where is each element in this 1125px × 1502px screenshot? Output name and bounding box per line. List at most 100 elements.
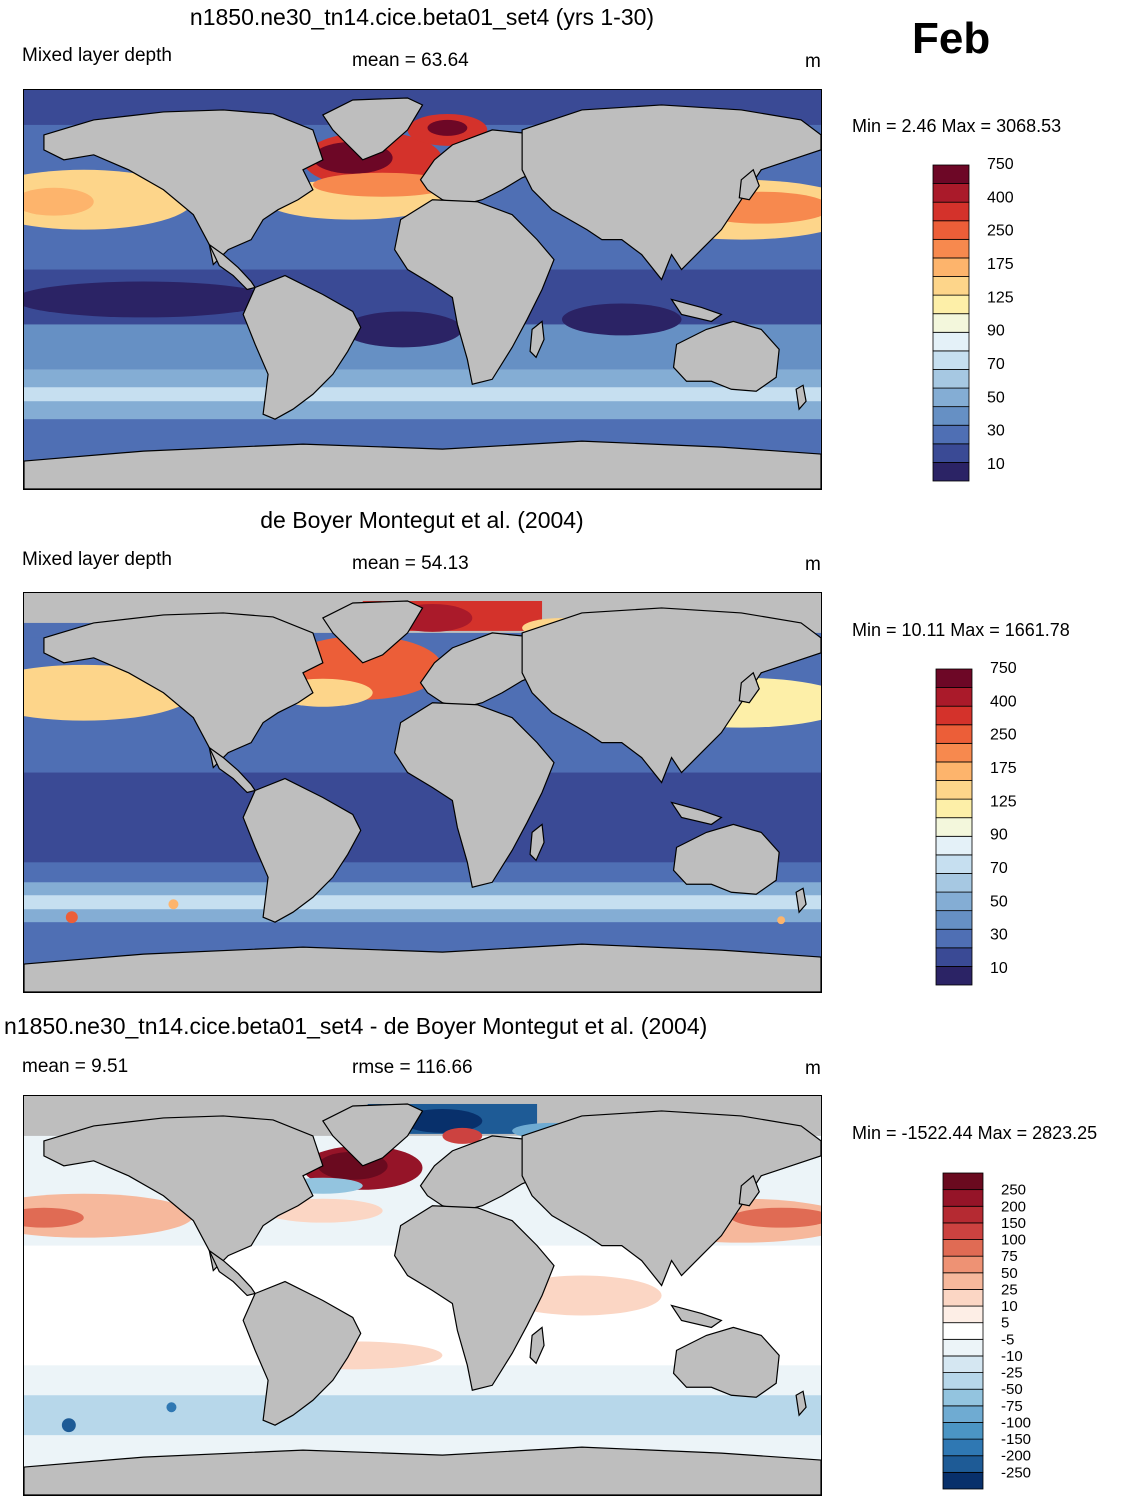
colorbar-tick-label: 5 bbox=[1001, 1315, 1009, 1332]
month-label: Feb bbox=[912, 14, 991, 63]
colorbar-swatch bbox=[942, 1405, 984, 1423]
colorbar-tick-label: 50 bbox=[1001, 1265, 1018, 1282]
colorbar-swatch bbox=[932, 369, 970, 389]
colorbar-swatch bbox=[942, 1255, 984, 1274]
colorbar-tick-label: 175 bbox=[987, 256, 1014, 273]
colorbar-swatch bbox=[935, 724, 973, 744]
colorbar-swatch bbox=[935, 947, 973, 967]
panel-1-map bbox=[23, 89, 822, 490]
panel-3-min-max: Min = -1522.44 Max = 2823.25 bbox=[852, 1123, 1098, 1143]
colorbar-swatch bbox=[935, 668, 973, 688]
colorbar-swatch bbox=[935, 910, 973, 930]
panel-2-mean-label: mean = 54.13 bbox=[352, 553, 469, 574]
colorbar-tick-label: 30 bbox=[987, 423, 1005, 440]
colorbar-tick-label: 400 bbox=[987, 189, 1014, 206]
colorbar-swatch bbox=[942, 1388, 984, 1407]
colorbar-tick-label: 175 bbox=[990, 760, 1017, 777]
colorbar-swatch bbox=[932, 257, 970, 277]
colorbar-tick-label: 150 bbox=[1001, 1215, 1026, 1232]
panel-2-colorbar-svg: 10 30 50 70 90 125 175 250 400 750 bbox=[935, 660, 1017, 986]
colorbar-tick-label: 100 bbox=[1001, 1232, 1026, 1249]
model-mld-map bbox=[24, 90, 821, 489]
difference-map bbox=[24, 1096, 821, 1495]
colorbar-swatch bbox=[932, 424, 970, 445]
panel-3-title: n1850.ne30_tn14.cice.beta01_set4 - de Bo… bbox=[4, 1013, 708, 1039]
colorbar-swatch bbox=[942, 1322, 984, 1340]
colorbar-tick-label: -5 bbox=[1001, 1331, 1014, 1348]
colorbar-swatch bbox=[932, 387, 970, 408]
colorbar-swatch bbox=[942, 1189, 984, 1207]
colorbar-swatch bbox=[935, 817, 973, 837]
panel-3-colorbar: 250 200 150 100 75 50 25 10 5 -5 -10 -25 -50 -75 -100-… bbox=[942, 1172, 1063, 1493]
colorbar-swatch bbox=[935, 687, 973, 707]
panel-2-min-max: Min = 10.11 Max = 1661.78 bbox=[852, 620, 1070, 640]
colorbar-tick-label: 10 bbox=[1001, 1298, 1018, 1315]
panel-1-variable-label: Mixed layer depth bbox=[22, 45, 172, 66]
colorbar-swatch bbox=[942, 1455, 984, 1473]
panel-1-colorbar: 10 30 50 70 90 125 175 250 400 750 bbox=[932, 156, 1053, 485]
panel-3-colorbar-svg: 250200150100755025105-5-10-25-50-75-100-… bbox=[942, 1172, 1031, 1490]
colorbar-tick-label: -150 bbox=[1001, 1431, 1031, 1448]
colorbar-tick-label: 75 bbox=[1001, 1248, 1018, 1265]
colorbar-tick-label: 750 bbox=[987, 156, 1014, 173]
colorbar-tick-label: -10 bbox=[1001, 1348, 1023, 1365]
colorbar-tick-label: 250 bbox=[990, 727, 1017, 744]
panel-3-mean-label: mean = 9.51 bbox=[22, 1056, 129, 1077]
colorbar-swatch bbox=[932, 313, 970, 333]
panel-1-min-max: Min = 2.46 Max = 3068.53 bbox=[852, 116, 1062, 136]
panel-1-mean-label: mean = 63.64 bbox=[352, 50, 469, 71]
colorbar-swatch bbox=[942, 1355, 984, 1373]
colorbar-swatch bbox=[932, 406, 970, 426]
colorbar-tick-label: 70 bbox=[987, 356, 1005, 373]
panel-2-map bbox=[23, 592, 822, 993]
colorbar-tick-label: 70 bbox=[990, 860, 1008, 877]
colorbar-swatch bbox=[942, 1205, 984, 1224]
colorbar-swatch bbox=[942, 1239, 984, 1257]
colorbar-swatch bbox=[935, 761, 973, 781]
colorbar-tick-label: 400 bbox=[990, 693, 1017, 710]
colorbar-tick-label: 50 bbox=[987, 389, 1005, 406]
panel-2-title: de Boyer Montegut et al. (2004) bbox=[260, 507, 584, 533]
colorbar-swatch bbox=[942, 1305, 984, 1324]
panel-1-title: n1850.ne30_tn14.cice.beta01_set4 (yrs 1-… bbox=[189, 4, 655, 30]
colorbar-swatch bbox=[942, 1422, 984, 1440]
panel-2-colorbar: 10 30 50 70 90 125 175 250 400 750 bbox=[935, 660, 1056, 989]
colorbar-tick-label: 90 bbox=[987, 323, 1005, 340]
colorbar-swatch bbox=[942, 1372, 984, 1390]
colorbar-tick-label: 125 bbox=[987, 289, 1014, 306]
colorbar-tick-label: 750 bbox=[990, 660, 1017, 677]
colorbar-swatch bbox=[932, 294, 970, 315]
colorbar-swatch bbox=[942, 1289, 984, 1307]
colorbar-swatch bbox=[932, 331, 970, 352]
panel-1-colorbar-svg: 10 30 50 70 90 125 175 250 400 750 bbox=[932, 156, 1014, 482]
colorbar-swatch bbox=[932, 183, 970, 203]
observed-mld-map bbox=[24, 593, 821, 992]
colorbar-tick-label: 10 bbox=[987, 456, 1005, 473]
colorbar-swatch bbox=[932, 443, 970, 463]
panel-2-units: m bbox=[805, 554, 821, 575]
colorbar-tick-label: 250 bbox=[1001, 1182, 1026, 1199]
colorbar-swatch bbox=[932, 462, 970, 482]
colorbar-swatch bbox=[932, 276, 970, 296]
colorbar-swatch bbox=[932, 201, 970, 222]
colorbar-swatch bbox=[935, 705, 973, 726]
colorbar-swatch bbox=[935, 873, 973, 893]
colorbar-swatch bbox=[942, 1272, 984, 1290]
colorbar-tick-label: -75 bbox=[1001, 1398, 1023, 1415]
colorbar-tick-label: 200 bbox=[1001, 1198, 1026, 1215]
colorbar-swatch bbox=[932, 350, 970, 370]
colorbar-tick-label: 250 bbox=[987, 223, 1014, 240]
panel-3-rmse-label: rmse = 116.66 bbox=[352, 1057, 473, 1078]
colorbar-swatch bbox=[932, 238, 970, 259]
colorbar-swatch bbox=[932, 220, 970, 240]
panel-3-map bbox=[23, 1095, 822, 1496]
colorbar-swatch bbox=[932, 164, 970, 184]
colorbar-swatch bbox=[942, 1338, 984, 1357]
panel-1-units: m bbox=[805, 51, 821, 72]
colorbar-swatch bbox=[935, 835, 973, 856]
colorbar-swatch bbox=[935, 798, 973, 819]
colorbar-swatch bbox=[935, 742, 973, 763]
colorbar-tick-label: -250 bbox=[1001, 1464, 1031, 1481]
colorbar-swatch bbox=[935, 891, 973, 912]
colorbar-tick-label: 50 bbox=[990, 893, 1008, 910]
